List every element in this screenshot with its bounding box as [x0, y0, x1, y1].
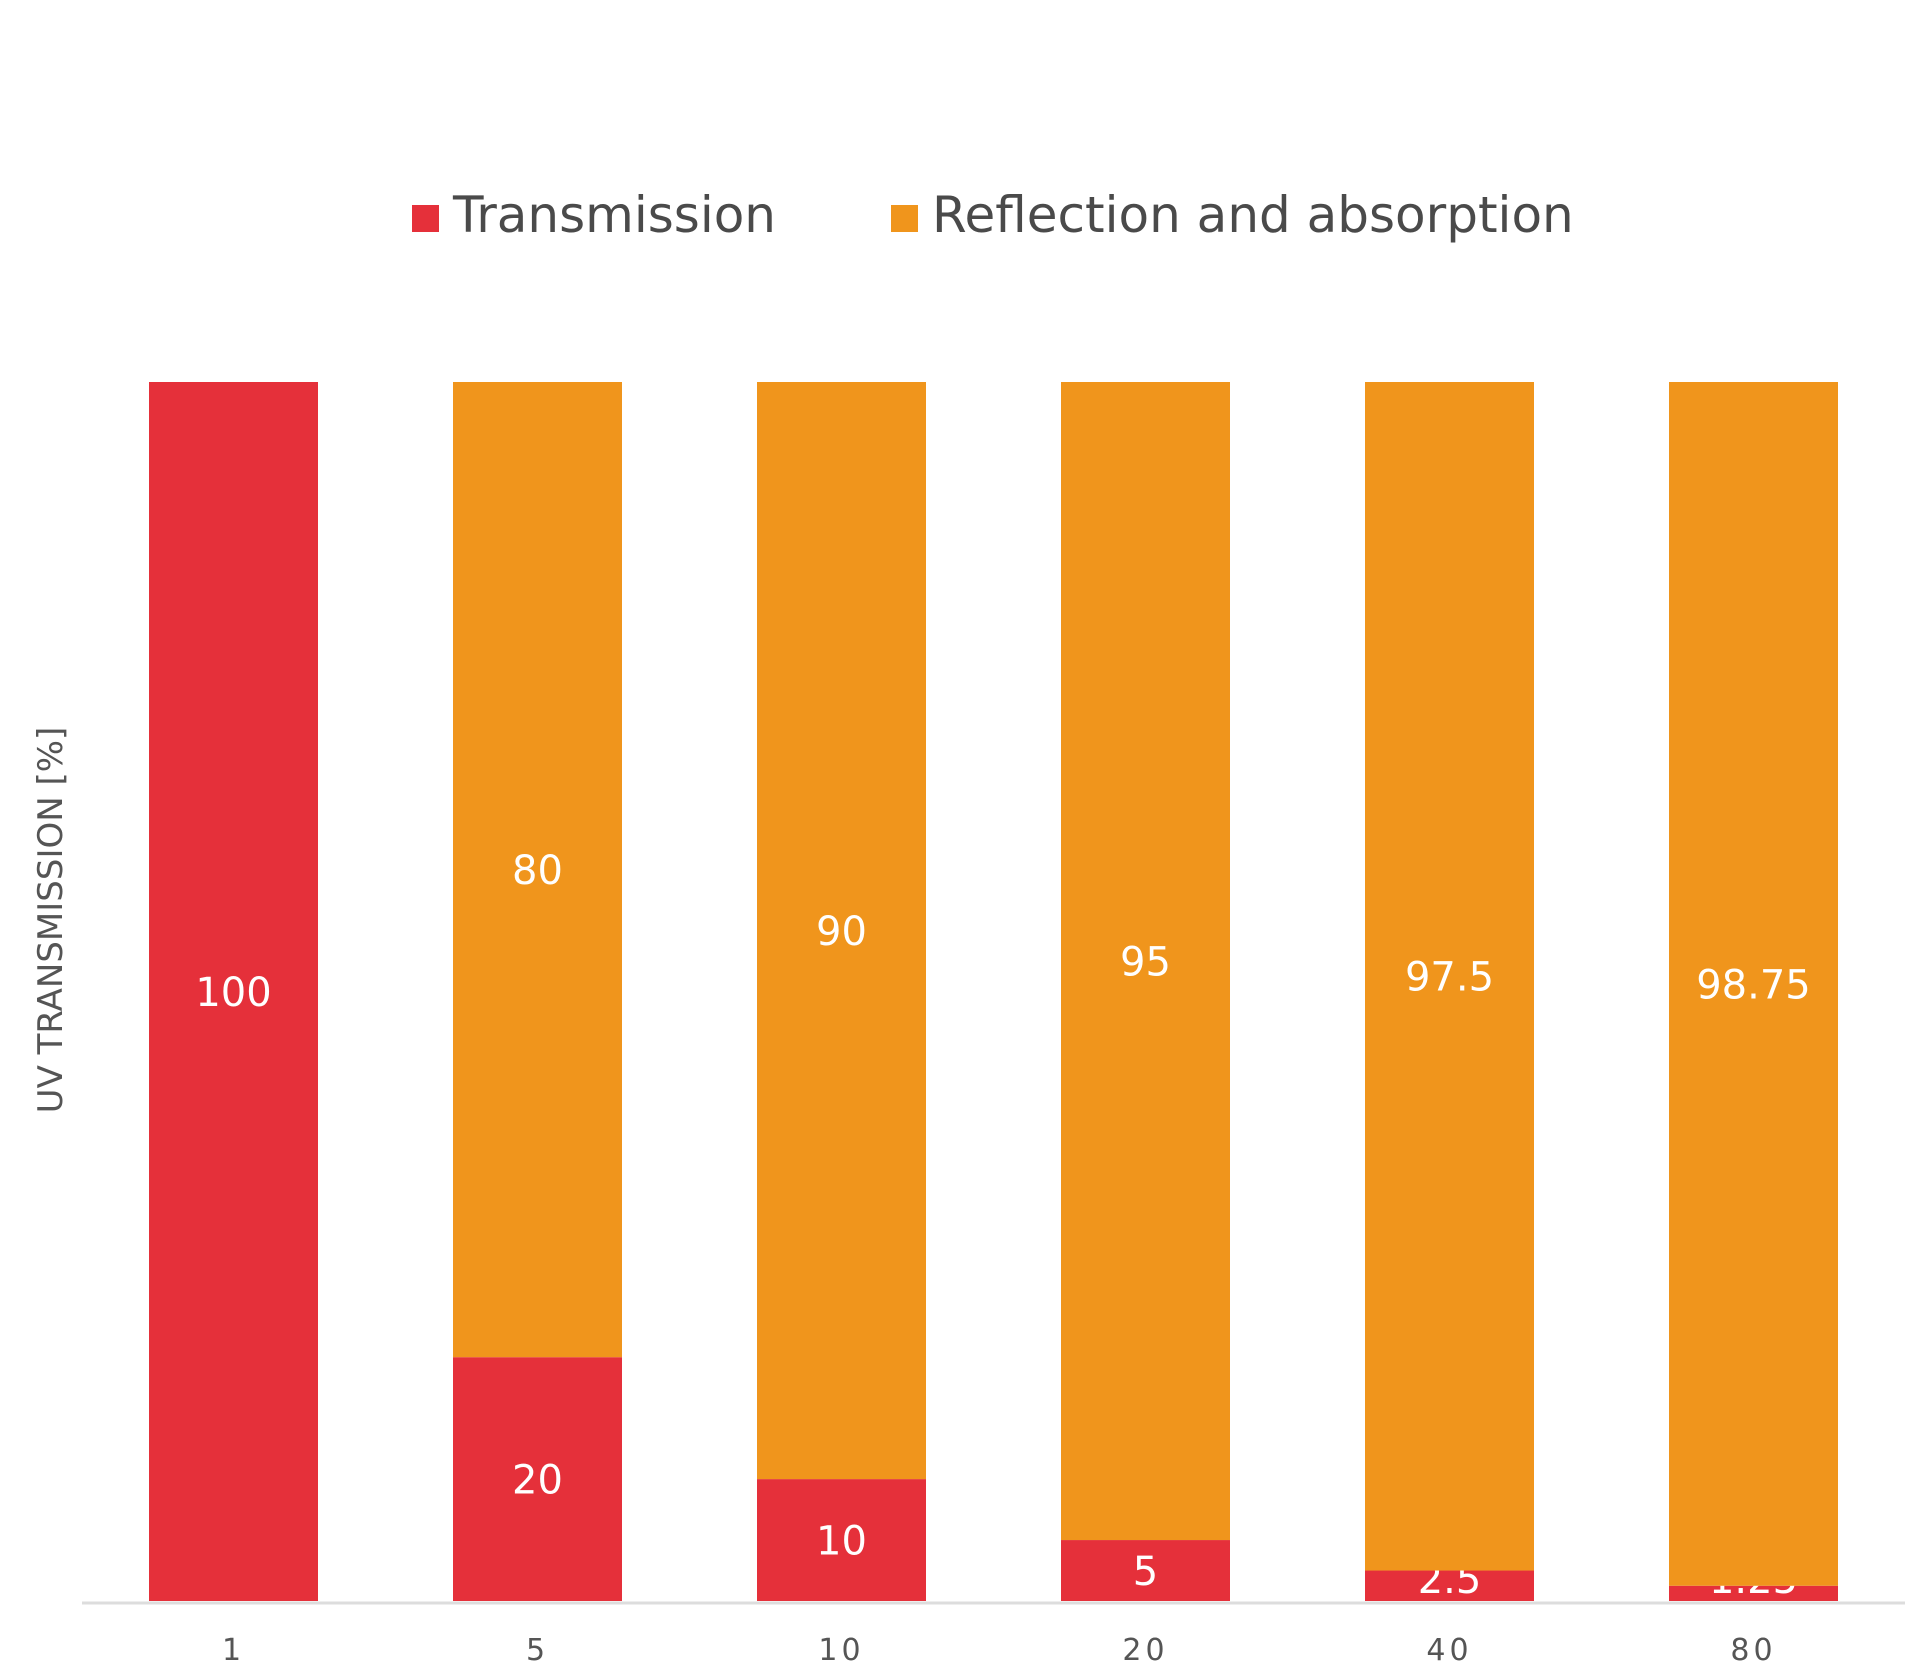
bar-transmission-40 — [1365, 1570, 1534, 1601]
bar-transmission-10 — [757, 1479, 926, 1601]
bar-reflection-absorption-80 — [1669, 382, 1838, 1586]
data-label-reflection-absorption-5: 80 — [512, 848, 563, 894]
data-label-reflection-absorption-80: 98.75 — [1696, 962, 1811, 1008]
x-tick-label-10: 10 — [818, 1633, 864, 1668]
legend-label-transmission: Transmission — [452, 186, 776, 244]
legend: Transmission Reflection and absorption — [412, 186, 1574, 244]
bar-reflection-absorption-20 — [1061, 382, 1230, 1541]
bar-reflection-absorption-40 — [1365, 382, 1534, 1571]
data-label-reflection-absorption-20: 95 — [1120, 939, 1171, 985]
x-tick-label-5: 5 — [526, 1633, 549, 1668]
legend-swatch-reflection-absorption — [891, 205, 918, 232]
data-label-transmission-1: 100 — [195, 970, 271, 1016]
bar-transmission-5 — [453, 1357, 622, 1601]
data-label-transmission-5: 20 — [512, 1458, 563, 1504]
data-label-transmission-20: 5 — [1133, 1549, 1158, 1595]
bar-transmission-80 — [1669, 1585, 1838, 1601]
x-tick-label-20: 20 — [1122, 1633, 1168, 1668]
x-tick-label-1: 1 — [222, 1633, 245, 1668]
x-tick-label-40: 40 — [1426, 1633, 1472, 1668]
bar-transmission-20 — [1061, 1540, 1230, 1601]
bar-reflection-absorption-5 — [453, 382, 622, 1358]
legend-label-reflection-absorption: Reflection and absorption — [932, 186, 1574, 244]
data-label-reflection-absorption-40: 97.5 — [1405, 955, 1494, 1001]
bar-transmission-1 — [149, 382, 318, 1601]
y-axis-label: UV TRANSMISSION [%] — [31, 727, 71, 1114]
x-tick-label-80: 80 — [1730, 1633, 1776, 1668]
x-tick-labels: 1 5 10 20 40 80 — [222, 1633, 1776, 1668]
legend-swatch-transmission — [412, 205, 439, 232]
data-label-transmission-10: 10 — [816, 1518, 867, 1564]
data-label-reflection-absorption-10: 90 — [816, 909, 867, 955]
bar-reflection-absorption-10 — [757, 382, 926, 1480]
